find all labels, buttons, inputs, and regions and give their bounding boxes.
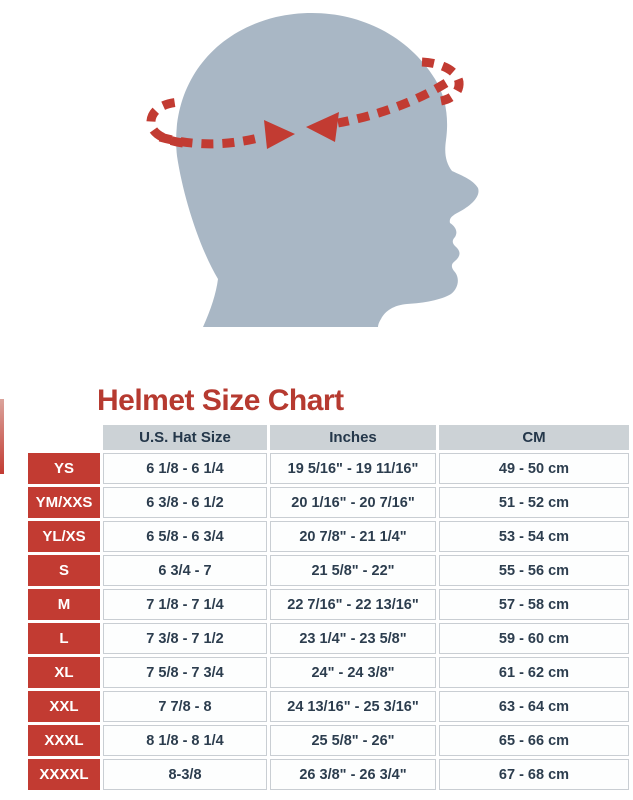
table-cell: 19 5/16" - 19 11/16" — [270, 453, 436, 484]
band-front-arc — [158, 132, 260, 149]
size-label: S — [28, 555, 100, 586]
band-right-loop — [421, 57, 464, 106]
size-label: XXXXL — [28, 759, 100, 790]
table-cell: 7 3/8 - 7 1/2 — [103, 623, 267, 654]
table-cell: 24" - 24 3/8" — [270, 657, 436, 688]
size-label: L — [28, 623, 100, 654]
page-title: Helmet Size Chart — [97, 384, 344, 417]
table-cell: 57 - 58 cm — [439, 589, 629, 620]
table-cell: 6 3/8 - 6 1/2 — [103, 487, 267, 518]
arrow-right-icon — [264, 120, 295, 149]
table-cell: 67 - 68 cm — [439, 759, 629, 790]
size-label: XXL — [28, 691, 100, 722]
table-cell: 7 5/8 - 7 3/4 — [103, 657, 267, 688]
table-cell: 8 1/8 - 8 1/4 — [103, 725, 267, 756]
table-cell: 59 - 60 cm — [439, 623, 629, 654]
size-table: U.S. Hat Size Inches CM YS 6 1/8 - 6 1/4 1… — [28, 425, 629, 790]
edge-artifact — [0, 399, 4, 474]
table-cell: 55 - 56 cm — [439, 555, 629, 586]
size-label: YL/XS — [28, 521, 100, 552]
band-left-loop — [146, 97, 184, 148]
size-label: XL — [28, 657, 100, 688]
table-cell: 7 1/8 - 7 1/4 — [103, 589, 267, 620]
table-cell: 53 - 54 cm — [439, 521, 629, 552]
table-header-corner — [28, 425, 100, 450]
table-cell: 51 - 52 cm — [439, 487, 629, 518]
table-cell: 22 7/16" - 22 13/16" — [270, 589, 436, 620]
table-cell: 61 - 62 cm — [439, 657, 629, 688]
column-header-hat-size: U.S. Hat Size — [103, 425, 267, 450]
table-cell: 8-3/8 — [103, 759, 267, 790]
table-cell: 65 - 66 cm — [439, 725, 629, 756]
size-label: YM/XXS — [28, 487, 100, 518]
head-silhouette — [176, 12, 479, 328]
table-cell: 49 - 50 cm — [439, 453, 629, 484]
column-header-cm: CM — [439, 425, 629, 450]
size-label: XXXL — [28, 725, 100, 756]
measuring-band-icon — [146, 57, 464, 149]
table-cell: 7 7/8 - 8 — [103, 691, 267, 722]
column-header-inches: Inches — [270, 425, 436, 450]
table-cell: 20 1/16" - 20 7/16" — [270, 487, 436, 518]
table-cell: 25 5/8" - 26" — [270, 725, 436, 756]
size-label: YS — [28, 453, 100, 484]
table-cell: 20 7/8" - 21 1/4" — [270, 521, 436, 552]
size-label: M — [28, 589, 100, 620]
table-cell: 23 1/4" - 23 5/8" — [270, 623, 436, 654]
table-cell: 6 1/8 - 6 1/4 — [103, 453, 267, 484]
head-illustration — [146, 12, 479, 328]
table-cell: 6 5/8 - 6 3/4 — [103, 521, 267, 552]
band-right-arc — [337, 79, 449, 128]
table-cell: 26 3/8" - 26 3/4" — [270, 759, 436, 790]
table-cell: 21 5/8" - 22" — [270, 555, 436, 586]
table-cell: 6 3/4 - 7 — [103, 555, 267, 586]
arrow-left-icon — [306, 112, 339, 142]
table-cell: 63 - 64 cm — [439, 691, 629, 722]
table-cell: 24 13/16" - 25 3/16" — [270, 691, 436, 722]
